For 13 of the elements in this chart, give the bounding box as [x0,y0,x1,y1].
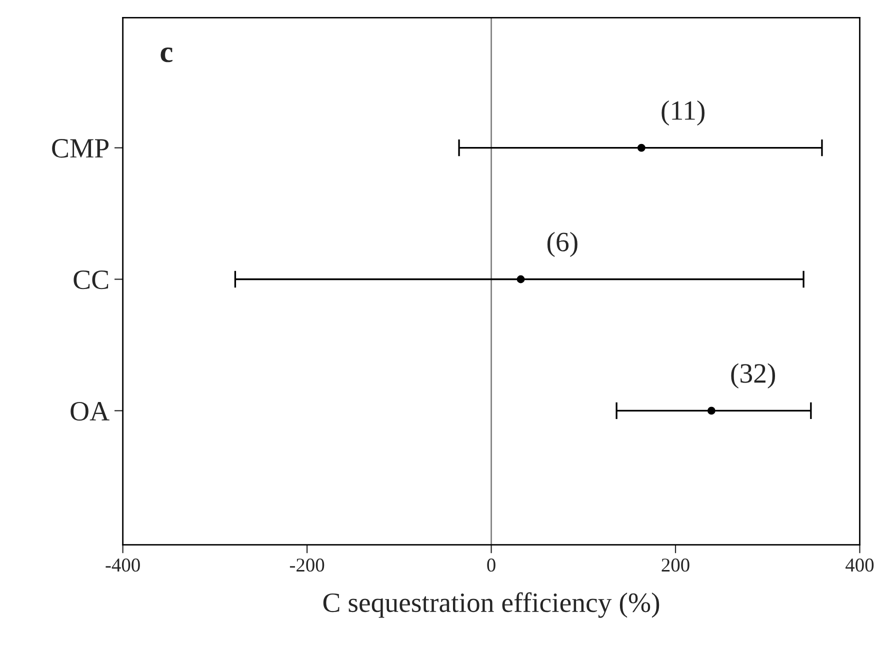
x-tick-label: -200 [290,558,324,572]
annotation: (6) [547,232,578,258]
x-axis-title: C sequestration efficiency (%) [323,592,660,618]
annotation: (11) [662,100,704,126]
y-tick-label: CC [74,270,108,290]
x-tick-label: 0 [487,558,496,572]
x-tick-label: -400 [106,558,140,572]
y-tick-label: CMP [52,139,109,158]
annotation: (32) [731,363,776,388]
x-tick-label: 200 [662,558,690,572]
annotation: c [160,48,172,62]
y-tick-label: OA [70,402,110,421]
x-tick-label: 400 [846,558,874,572]
